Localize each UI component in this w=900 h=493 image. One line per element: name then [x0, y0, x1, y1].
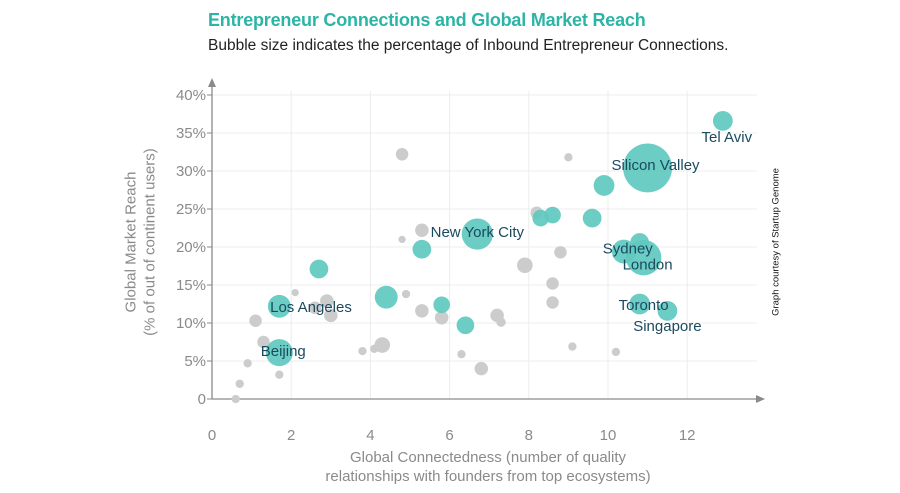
y-tick-label: 35% — [176, 125, 206, 142]
bubble-highlight — [544, 206, 561, 224]
x-axis-arrowhead — [756, 395, 765, 403]
other-bubbles — [231, 148, 621, 404]
y-tick-label: 30% — [176, 163, 206, 180]
x-tick-label: 4 — [366, 427, 374, 444]
y-tick-label: 20% — [176, 239, 206, 256]
bubble-label: London — [623, 256, 673, 273]
bubble-other — [415, 223, 429, 238]
bubble-label: Silicon Valley — [611, 157, 700, 174]
bubble-highlight — [267, 294, 291, 318]
bubble-highlight — [623, 143, 673, 193]
axes — [207, 78, 765, 403]
bubble-other — [517, 257, 533, 274]
highlight-bubbles — [265, 110, 733, 367]
y-tick-label: 5% — [184, 353, 206, 370]
bubble-other — [611, 347, 621, 357]
bubble-label: Sydney — [603, 241, 654, 258]
bubble-highlight — [433, 296, 450, 314]
chart-title: Entrepreneur Connections and Global Mark… — [208, 10, 646, 30]
bubble-other — [235, 379, 244, 388]
x-tick-label: 6 — [445, 427, 453, 444]
bubble-label: Beijing — [261, 343, 306, 360]
axis-titles: Global Connectedness (number of quality r… — [123, 148, 651, 485]
y-tick-label: 40% — [176, 87, 206, 104]
bubble-other — [415, 304, 429, 318]
bubble-other — [457, 350, 466, 359]
bubble-highlight — [657, 300, 678, 321]
bubble-other — [496, 317, 506, 327]
bubble-other — [257, 335, 270, 349]
bubble-other — [308, 301, 322, 315]
bubble-label: Los Angeles — [270, 299, 352, 316]
bubble-other — [320, 294, 334, 308]
bubble-label: Tel Aviv — [702, 129, 753, 146]
bubble-highlight — [712, 110, 733, 131]
bubble-other — [291, 288, 299, 297]
y-axis-title: (% of out of continent users) — [142, 148, 159, 336]
x-axis-title: relationships with founders from top eco… — [325, 468, 650, 485]
bubble-other — [434, 310, 449, 325]
tick-labels: 0 2 4 6 8 10 12 0 5% 10% 15% 20% 25% 30% 35% 40% — [176, 87, 696, 444]
chart-subtitle: Bubble size indicates the percentage of … — [208, 37, 729, 54]
bubble-other — [564, 153, 573, 162]
x-axis-title: Global Connectedness (number of quality — [350, 449, 626, 466]
x-tick-label: 0 — [208, 427, 216, 444]
y-tick-label: 0 — [198, 391, 206, 408]
bubble-other — [374, 337, 391, 353]
bubble-other — [568, 342, 577, 351]
bubble-other — [401, 289, 411, 299]
bubble-other — [546, 296, 559, 309]
bubble-highlight — [629, 293, 651, 315]
bubble-label: Toronto — [619, 297, 669, 314]
bubble-other — [474, 361, 489, 376]
y-axis-title: Global Market Reach — [123, 172, 140, 313]
bubble-other — [546, 277, 559, 290]
bubble-other — [554, 246, 567, 259]
y-tick-label: 25% — [176, 201, 206, 218]
y-tick-label: 15% — [176, 277, 206, 294]
bubble-highlight — [412, 239, 432, 259]
bubble-highlight — [625, 239, 662, 276]
y-tick-label: 10% — [176, 315, 206, 332]
x-tick-label: 10 — [600, 427, 617, 444]
bubble-highlight — [456, 316, 475, 335]
bubble-other — [398, 235, 406, 244]
bubble-highlight — [309, 259, 329, 279]
y-axis-arrowhead — [208, 78, 216, 87]
x-tick-label: 12 — [679, 427, 696, 444]
bubble-label: New York City — [431, 224, 525, 241]
bubble-highlight — [593, 175, 615, 196]
bubble-other — [358, 346, 367, 356]
bubble-highlight — [582, 208, 602, 228]
x-tick-label: 8 — [525, 427, 533, 444]
bubble-other — [275, 370, 284, 379]
bubble-label: Singapore — [633, 318, 701, 335]
bubble-highlight — [265, 339, 293, 367]
bubble-other — [395, 148, 409, 161]
bubble-other — [231, 394, 240, 404]
bubble-other — [243, 359, 252, 368]
bubble-highlight — [461, 218, 493, 250]
bubble-other — [324, 308, 338, 323]
x-tick-label: 2 — [287, 427, 295, 444]
bubble-other — [249, 314, 262, 327]
bubble-highlight — [374, 285, 398, 309]
